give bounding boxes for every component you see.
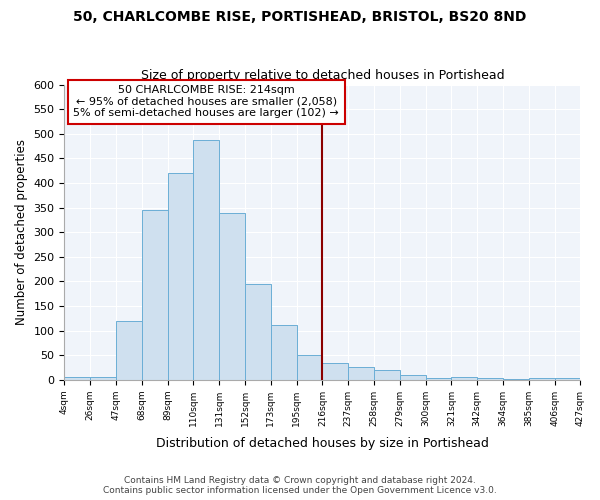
Bar [167, 173, 193, 380]
Bar [400, 376, 425, 380]
Bar [348, 366, 374, 380]
Bar [451, 378, 477, 380]
Bar [193, 140, 219, 380]
Bar [503, 379, 529, 380]
Bar [322, 362, 348, 380]
Bar [296, 355, 322, 380]
Bar [477, 378, 503, 380]
Text: 50, CHARLCOMBE RISE, PORTISHEAD, BRISTOL, BS20 8ND: 50, CHARLCOMBE RISE, PORTISHEAD, BRISTOL… [73, 10, 527, 24]
Bar [64, 378, 90, 380]
Bar [425, 378, 451, 380]
Text: 50 CHARLCOMBE RISE: 214sqm
← 95% of detached houses are smaller (2,058)
5% of se: 50 CHARLCOMBE RISE: 214sqm ← 95% of deta… [73, 85, 339, 118]
X-axis label: Distribution of detached houses by size in Portishead: Distribution of detached houses by size … [156, 437, 489, 450]
Bar [245, 284, 271, 380]
Bar [374, 370, 400, 380]
Y-axis label: Number of detached properties: Number of detached properties [15, 139, 28, 325]
Bar [142, 210, 167, 380]
Bar [554, 378, 580, 380]
Title: Size of property relative to detached houses in Portishead: Size of property relative to detached ho… [140, 69, 504, 82]
Bar [90, 377, 116, 380]
Bar [529, 378, 554, 380]
Text: Contains HM Land Registry data © Crown copyright and database right 2024.
Contai: Contains HM Land Registry data © Crown c… [103, 476, 497, 495]
Bar [116, 320, 142, 380]
Bar [219, 214, 245, 380]
Bar [271, 324, 296, 380]
